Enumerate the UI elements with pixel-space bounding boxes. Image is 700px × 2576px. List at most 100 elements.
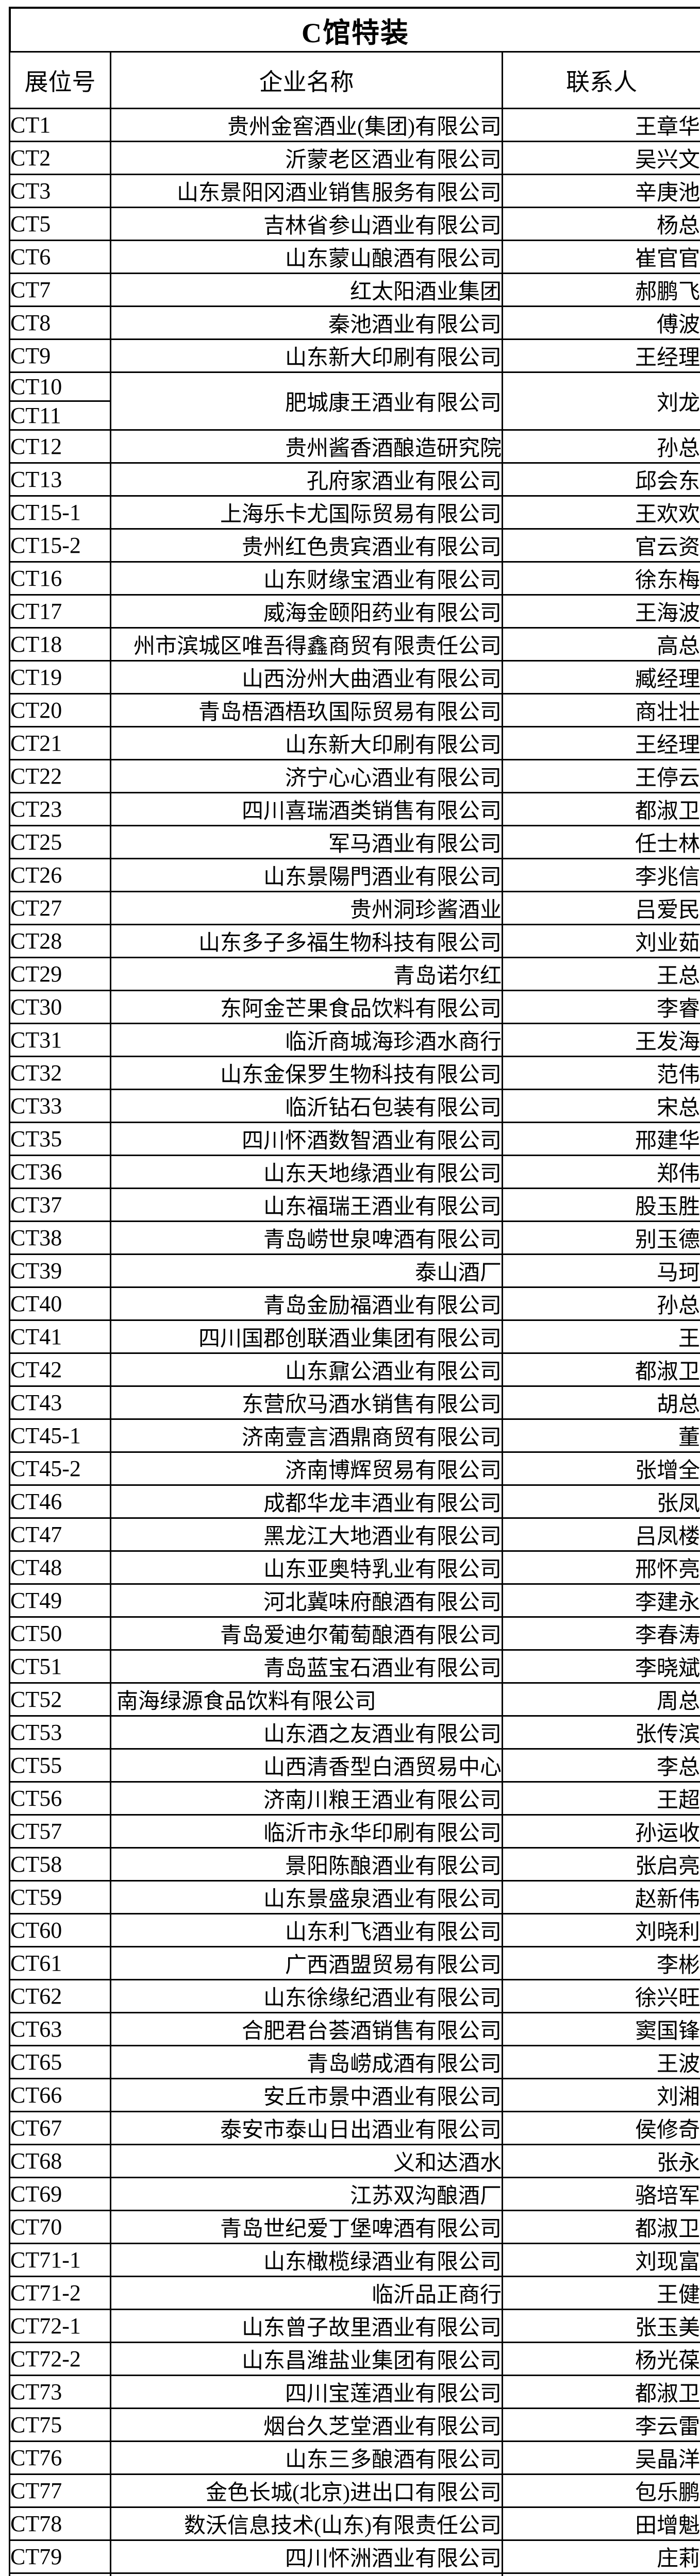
booth-cell: CT43	[10, 1386, 111, 1419]
booth-cell: CT47	[10, 1518, 111, 1551]
contact-cell: 吕凤楼	[503, 1518, 700, 1551]
company-cell: 威海金颐阳药业有限公司	[111, 595, 503, 628]
contact-cell: 孙总	[503, 1287, 700, 1320]
booth-cell: CT45-2	[10, 1452, 111, 1485]
contact-cell: 杨光葆	[503, 2343, 700, 2376]
booth-cell: CT72-1	[10, 2310, 111, 2343]
contact-cell: 张启亮	[503, 1848, 700, 1881]
contact-cell: 张传滨	[503, 1716, 700, 1749]
booth-cell: CT69	[10, 2178, 111, 2211]
company-cell: 合肥君台荟酒销售有限公司	[111, 2013, 503, 2046]
booth-cell: CT3	[10, 175, 111, 208]
company-cell: 南海绿源食品饮料有限公司	[111, 1683, 503, 1716]
contact-cell: 胡总	[503, 1386, 700, 1419]
contact-cell: 赵新伟	[503, 1881, 700, 1914]
booth-cell: CT9	[10, 340, 111, 372]
company-cell: 山东景盛泉酒业有限公司	[111, 1881, 503, 1914]
contact-cell: 王海波	[503, 595, 700, 628]
booth-cell: CT72-2	[10, 2343, 111, 2376]
booth-cell: CT8	[10, 307, 111, 340]
company-cell: 青岛崂世泉啤酒有限公司	[111, 1222, 503, 1255]
company-cell: 青岛梧酒梧玖国际贸易有限公司	[111, 694, 503, 727]
booth-cell: CT18	[10, 628, 111, 661]
contact-cell: 张增全	[503, 1452, 700, 1485]
contact-cell: 都淑卫	[503, 793, 700, 826]
contact-cell: 吴兴文	[503, 142, 700, 175]
booth-cell: CT59	[10, 1881, 111, 1914]
contact-cell: 郝鹏飞	[503, 274, 700, 307]
contact-cell: 张永	[503, 2145, 700, 2178]
company-cell: 广西酒盟贸易有限公司	[111, 1947, 503, 1980]
company-cell: 烟台久芝堂酒业有限公司	[111, 2409, 503, 2442]
booth-cell: CT45-1	[10, 1419, 111, 1452]
booth-cell: CT30	[10, 991, 111, 1024]
contact-cell: 王	[503, 1320, 700, 1353]
company-cell: 河北冀味府酿酒有限公司	[111, 1584, 503, 1617]
booth-cell: CT57	[10, 1815, 111, 1848]
booth-cell: CT25	[10, 826, 111, 859]
booth-cell: CT10	[10, 372, 111, 401]
company-cell: 青岛崂成酒有限公司	[111, 2046, 503, 2079]
company-cell: 安丘市景中酒业有限公司	[111, 2079, 503, 2112]
contact-cell: 王波	[503, 2046, 700, 2079]
company-cell: 四川宝莲酒业有限公司	[111, 2376, 503, 2409]
company-cell: 山东景陽門酒业有限公司	[111, 859, 503, 892]
company-cell: 东阿金芒果食品饮料有限公司	[111, 991, 503, 1024]
contact-cell: 李敏	[503, 2573, 700, 2576]
booth-cell: CT7	[10, 274, 111, 307]
booth-cell: CT71-2	[10, 2277, 111, 2310]
contact-cell: 李云雷	[503, 2409, 700, 2442]
company-cell: 州市滨城区唯吾得鑫商贸有限责任公司	[111, 628, 503, 661]
company-cell: 山西清香型白酒贸易中心	[111, 1749, 503, 1782]
contact-cell: 刘龙	[503, 372, 700, 430]
booth-cell: CT28	[10, 925, 111, 958]
company-cell: 山东酒之友酒业有限公司	[111, 1716, 503, 1749]
header-row: 展位号 企业名称 联系人	[10, 52, 700, 109]
company-cell: 济南博辉贸易有限公司	[111, 1452, 503, 1485]
contact-cell: 骆培军	[503, 2178, 700, 2211]
company-cell: 军马酒业有限公司	[111, 826, 503, 859]
company-cell: 山东三多酿酒有限公司	[111, 2442, 503, 2475]
company-cell: 四川国郡创联酒业集团有限公司	[111, 1320, 503, 1353]
contact-cell: 都淑卫	[503, 2211, 700, 2244]
company-cell: 成都华龙丰酒业有限公司	[111, 1485, 503, 1518]
contact-cell: 范伟	[503, 1057, 700, 1090]
contact-cell: 宋总	[503, 1090, 700, 1123]
booth-cell: CT37	[10, 1189, 111, 1222]
contact-cell: 王超	[503, 1782, 700, 1815]
company-cell: 山东金保罗生物科技有限公司	[111, 1057, 503, 1090]
company-cell: 临沂商城海珍酒水商行	[111, 1024, 503, 1057]
company-cell: 青岛蓝宝石酒业有限公司	[111, 1650, 503, 1683]
booth-cell: CT22	[10, 760, 111, 793]
company-cell: 济南川粮王酒业有限公司	[111, 1782, 503, 1815]
contact-cell: 包乐鹏	[503, 2475, 700, 2507]
contact-cell: 王停云	[503, 760, 700, 793]
booth-cell: CT41	[10, 1320, 111, 1353]
company-cell: 四川怀酒数智酒业有限公司	[111, 1123, 503, 1156]
booth-cell: CT35	[10, 1123, 111, 1156]
contact-cell: 王健	[503, 2277, 700, 2310]
booth-cell: CT42	[10, 1353, 111, 1386]
contact-cell: 马珂	[503, 1255, 700, 1287]
